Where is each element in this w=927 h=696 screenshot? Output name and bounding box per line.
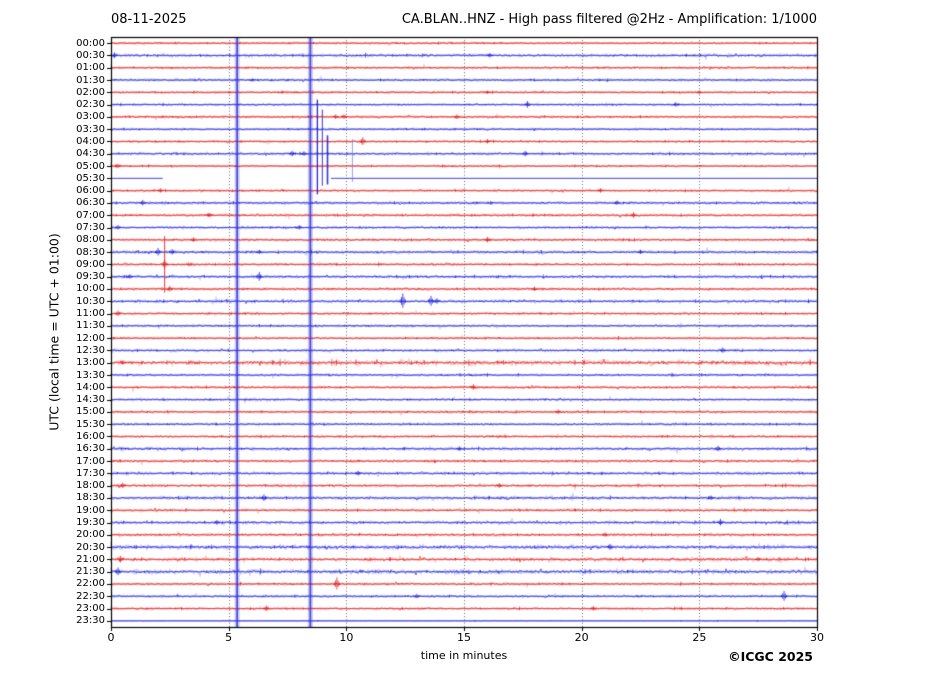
x-tick-label: 0 <box>107 631 115 644</box>
y-tick-label: 02:30 <box>76 99 105 111</box>
y-tick-label: 05:00 <box>76 160 105 172</box>
y-tick-label: 00:30 <box>76 49 105 61</box>
y-tick-label: 15:30 <box>76 418 105 430</box>
y-tick-label: 03:00 <box>76 111 105 123</box>
y-tick-label: 09:30 <box>76 271 105 283</box>
y-tick-label: 19:30 <box>76 517 105 529</box>
x-tick-label: 5 <box>225 631 233 644</box>
y-tick-label: 13:00 <box>76 357 105 369</box>
y-tick-label: 04:30 <box>76 148 105 160</box>
y-tick-label: 08:00 <box>76 234 105 246</box>
y-tick-label: 22:30 <box>76 590 105 602</box>
figure-date: 08-11-2025 <box>111 12 187 27</box>
x-tick-label: 20 <box>574 631 589 644</box>
y-tick-label: 21:30 <box>76 566 105 578</box>
y-tick-label: 18:30 <box>76 492 105 504</box>
y-tick-label: 00:00 <box>76 37 105 49</box>
figure-title: CA.BLAN..HNZ - High pass filtered @2Hz -… <box>401 12 817 27</box>
copyright-credit: ©ICGC 2025 <box>728 649 813 664</box>
y-tick-label: 06:00 <box>76 185 105 197</box>
y-tick-label: 21:00 <box>76 553 105 565</box>
y-tick-label: 12:00 <box>76 332 105 344</box>
y-tick-label: 13:30 <box>76 369 105 381</box>
y-tick-label: 23:30 <box>76 615 105 627</box>
y-tick-label: 19:00 <box>76 504 105 516</box>
y-tick-label: 07:30 <box>76 222 105 234</box>
y-tick-label: 04:00 <box>76 135 105 147</box>
y-tick-label: 15:00 <box>76 406 105 418</box>
y-tick-label: 03:30 <box>76 123 105 135</box>
y-tick-label: 23:00 <box>76 603 105 615</box>
x-tick-label: 25 <box>692 631 707 644</box>
x-tick-label: 30 <box>810 631 824 644</box>
y-tick-label: 11:00 <box>76 308 105 320</box>
y-tick-label: 22:00 <box>76 578 105 590</box>
y-tick-label: 08:30 <box>76 246 105 258</box>
y-tick-label: 09:00 <box>76 258 105 270</box>
y-tick-label: 14:30 <box>76 394 105 406</box>
y-tick-label: 01:00 <box>76 62 105 74</box>
y-tick-label: 01:30 <box>76 74 105 86</box>
y-tick-label: 06:30 <box>76 197 105 209</box>
y-tick-label: 05:30 <box>76 172 105 184</box>
y-tick-label: 12:30 <box>76 344 105 356</box>
y-tick-label: 10:30 <box>76 295 105 307</box>
y-tick-label: 20:00 <box>76 529 105 541</box>
x-tick-label: 10 <box>339 631 354 644</box>
x-axis-label: time in minutes <box>420 649 508 662</box>
y-tick-label: 16:00 <box>76 430 105 442</box>
y-tick-label: 18:00 <box>76 480 105 492</box>
y-tick-label: 17:30 <box>76 467 105 479</box>
y-tick-label: 02:00 <box>76 86 105 98</box>
x-tick-label: 15 <box>457 631 471 644</box>
y-tick-label: 17:00 <box>76 455 105 467</box>
y-tick-label: 16:30 <box>76 443 105 455</box>
y-tick-label: 07:00 <box>76 209 105 221</box>
y-tick-label: 14:00 <box>76 381 105 393</box>
y-tick-label: 11:30 <box>76 320 105 332</box>
y-tick-label: 10:00 <box>76 283 105 295</box>
y-tick-label: 20:30 <box>76 541 105 553</box>
